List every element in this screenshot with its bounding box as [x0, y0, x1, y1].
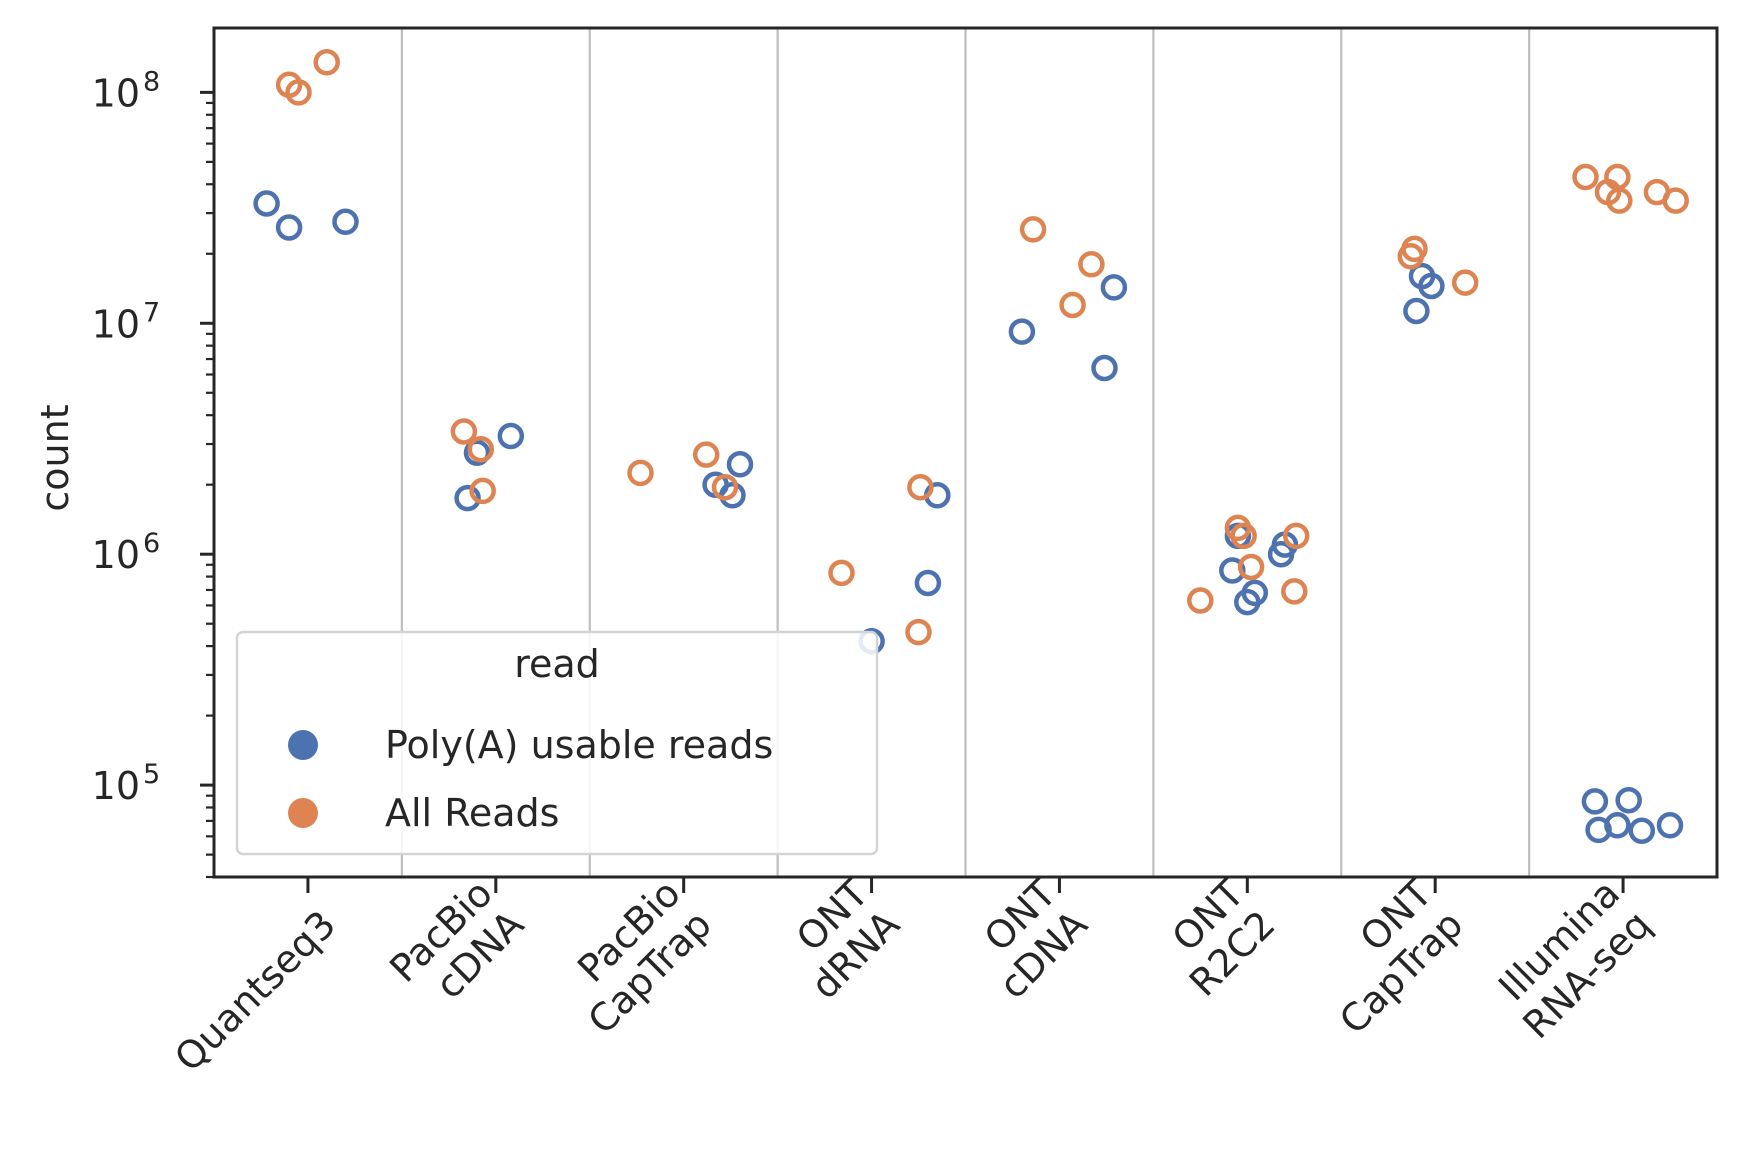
y-tick-label: 10 8 [92, 66, 161, 115]
legend-marker [288, 730, 318, 760]
data-point [1615, 786, 1642, 814]
data-point [1604, 812, 1631, 839]
data-point [711, 473, 739, 501]
data-point [692, 441, 720, 468]
data-point [1100, 274, 1128, 301]
plot-frame [212, 26, 1719, 879]
data-point [1059, 291, 1086, 319]
y-tick-label: 10 7 [92, 297, 161, 346]
x-tick-label: Quantseq3 [166, 902, 344, 1080]
data-point [1418, 272, 1445, 300]
data-point [1282, 522, 1310, 550]
data-point [914, 569, 942, 597]
data-point [828, 559, 855, 587]
data-point [1451, 269, 1479, 296]
data-point [454, 484, 481, 512]
y-tick-label: 10 6 [92, 528, 161, 577]
data-point [1078, 251, 1105, 278]
data-point [1403, 297, 1430, 325]
plot-border [212, 26, 1719, 879]
data-point [1401, 235, 1428, 263]
data-point [450, 418, 478, 445]
data-point [905, 618, 932, 646]
data-point [497, 422, 525, 450]
data-point [907, 473, 934, 501]
data-point [1091, 354, 1118, 382]
data-point [285, 79, 312, 106]
data-point [1606, 187, 1633, 214]
data-point [1572, 163, 1599, 191]
data-point [1008, 318, 1036, 345]
legend-label: All Reads [385, 791, 559, 835]
data-point [253, 190, 280, 217]
data-point [469, 477, 496, 505]
data-point [467, 435, 495, 463]
legend: read Poly(A) usable reads All Reads [235, 630, 879, 856]
y-axis-label: count [33, 404, 77, 511]
data-point [332, 208, 359, 236]
data-point [1662, 187, 1689, 214]
data-point [1281, 578, 1308, 605]
legend-box [235, 630, 879, 856]
data-point [275, 214, 303, 241]
data-point [1241, 579, 1269, 607]
data-point [463, 439, 491, 466]
data-points [253, 49, 1689, 844]
data-point [1628, 817, 1656, 844]
data-point [1219, 557, 1246, 584]
data-point [1230, 522, 1257, 550]
legend-label: Poly(A) usable reads [385, 723, 773, 767]
legend-title: read [514, 642, 600, 686]
legend-marker [288, 798, 318, 828]
x-tick-label-line: Quantseq3 [166, 902, 344, 1080]
y-tick-label: 10 5 [92, 759, 161, 808]
data-point [1237, 553, 1265, 581]
data-point [627, 459, 654, 487]
data-point [1581, 788, 1609, 815]
data-point [313, 49, 340, 76]
data-point [1187, 587, 1214, 614]
data-point [1656, 812, 1684, 839]
category-gridlines [400, 28, 1531, 877]
data-point [726, 451, 754, 478]
data-point [1019, 216, 1047, 243]
